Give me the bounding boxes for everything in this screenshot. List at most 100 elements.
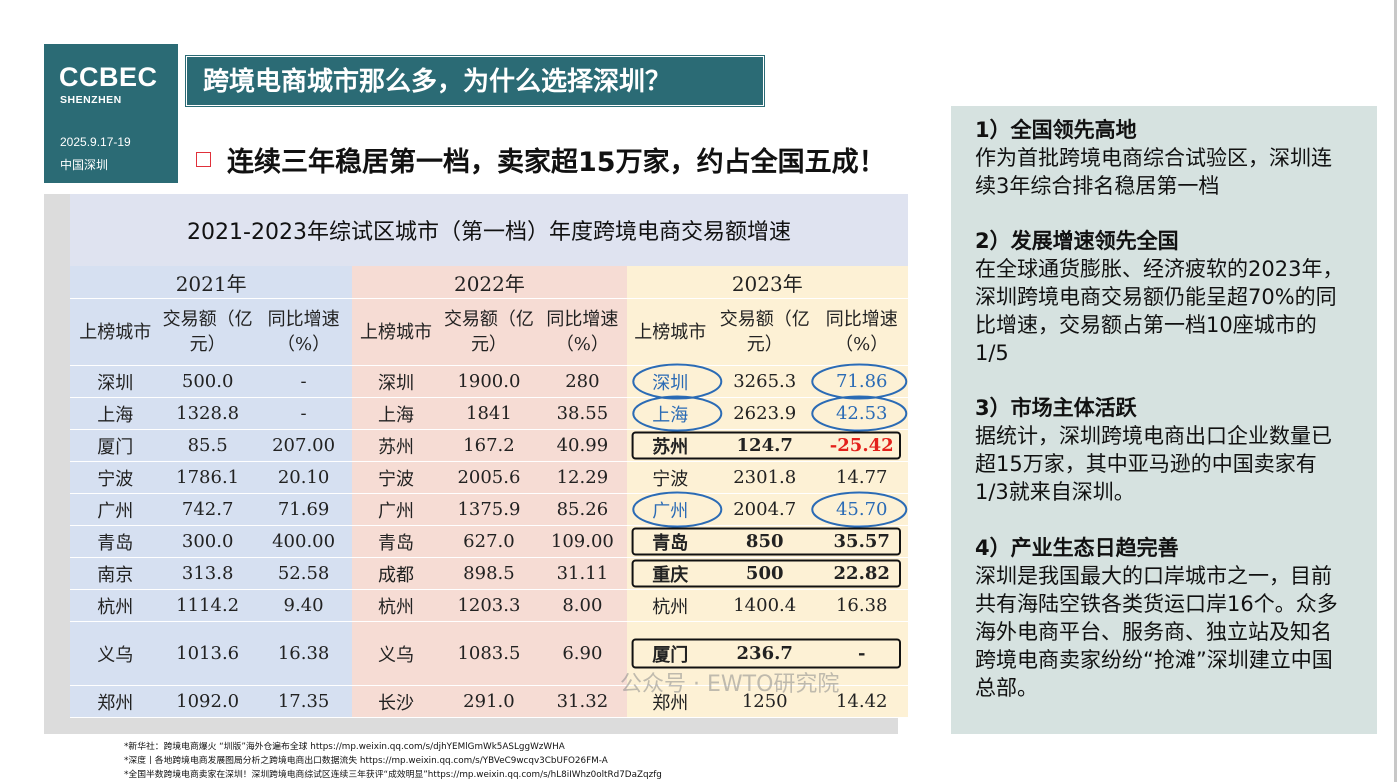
growth-2022-cell: 31.32 (538, 685, 627, 718)
growth-2023-cell: 45.70 (815, 493, 908, 526)
source-note: *全国半数跨境电商卖家在深圳！深圳跨境电商综试区连续三年获评“成效明显”http… (124, 770, 662, 780)
growth-table: 2021-2023年综试区城市（第一档）年度跨境电商交易额增速 2021年 20… (70, 194, 908, 718)
growth-2023-cell: 22.82 (815, 557, 908, 590)
growth-2022-cell: 38.55 (538, 397, 627, 430)
growth-2023-cell: 42.53 (815, 397, 908, 430)
city-2023-cell: 广州 (626, 493, 714, 526)
growth-2022-cell: 280 (538, 365, 627, 398)
city-2021-cell: 郑州 (70, 685, 161, 718)
city-2021-cell: 青岛 (70, 525, 161, 558)
table-row: 宁波 1786.1 20.10 宁波 2005.6 12.29 宁波 2301.8 14.77 (70, 461, 908, 494)
city-2022-cell: 深圳 (352, 365, 440, 398)
city-2021-cell: 厦门 (70, 429, 161, 462)
header-amount: 交易额（亿元） (713, 298, 816, 366)
amount-2022-cell: 1083.5 (439, 621, 539, 686)
reasons-panel: 1）全国领先高地 作为首批跨境电商综合试验区，深圳连续3年综合排名稳居第一档 2… (951, 106, 1377, 734)
growth-2021-cell: 71.69 (254, 493, 353, 526)
amount-2023-cell: 500 (713, 557, 816, 590)
amount-2022-cell: 1841 (439, 397, 539, 430)
amount-2021-cell: 1092.0 (160, 685, 255, 718)
reason-body: 深圳是我国最大的口岸城市之一，目前共有海陆空铁各类货运口岸16个。众多海外电商平… (975, 564, 1338, 700)
header-growth: 同比增速（%） (538, 298, 627, 366)
growth-2023-cell: 71.86 (815, 365, 908, 398)
amount-2023-cell: 3265.3 (713, 365, 816, 398)
header-city: 上榜城市 (70, 298, 161, 366)
slide-edge (1394, 0, 1397, 782)
amount-2023-cell: 1250 (713, 685, 816, 718)
city-2023-cell: 苏州 (626, 429, 714, 462)
amount-2022-cell: 627.0 (439, 525, 539, 558)
table-body: 深圳 500.0- 深圳 1900.0 280 深圳 3265.3 71.86 上海 1328.8… (70, 365, 908, 718)
amount-2021-cell: 742.7 (160, 493, 255, 526)
amount-2022-cell: 2005.6 (439, 461, 539, 494)
year-row: 2021年 2022年 2023年 (70, 266, 908, 299)
growth-2021-cell: 400.00 (254, 525, 353, 558)
table-row: 郑州 1092.0 17.35 长沙 291.0 31.32 郑州 1250 14.42 (70, 685, 908, 718)
amount-2022-cell: 1375.9 (439, 493, 539, 526)
city-2023-cell: 杭州 (626, 589, 714, 622)
amount-2022-cell: 898.5 (439, 557, 539, 590)
source-note: *新华社：跨境电商爆火 “圳版”海外仓遍布全球 https://mp.weixi… (124, 742, 565, 752)
growth-2022-cell: 12.29 (538, 461, 627, 494)
growth-2022-cell: 6.90 (538, 621, 627, 686)
growth-2023-cell: 14.77 (815, 461, 908, 494)
reason-heading: 1）全国领先高地 (975, 118, 1137, 142)
amount-2023-cell: 2301.8 (713, 461, 816, 494)
city-2022-cell: 上海 (352, 397, 440, 430)
growth-2022-cell: 40.99 (538, 429, 627, 462)
table-title-row: 2021-2023年综试区城市（第一档）年度跨境电商交易额增速 (70, 194, 908, 266)
growth-2021-cell: 9.40 (254, 589, 353, 622)
header-city: 上榜城市 (626, 298, 714, 366)
source-note: *深度丨各地跨境电商发展图局分析之跨境电商出口数据流失 https://mp.w… (124, 756, 608, 766)
amount-2021-cell: 1114.2 (160, 589, 255, 622)
city-2022-cell: 长沙 (352, 685, 440, 718)
growth-2021-cell: 16.38 (254, 621, 353, 686)
source-notes: *新华社：跨境电商爆火 “圳版”海外仓遍布全球 https://mp.weixi… (124, 740, 662, 782)
headline: 连续三年稳居第一档，卖家超15万家，约占全国五成！ (196, 140, 886, 179)
city-2023-cell: 上海 (626, 397, 714, 430)
amount-2023-cell: 2004.7 (713, 493, 816, 526)
watermark: 公众号 · EWTO研究院 (620, 672, 840, 697)
city-2023-cell: 重庆 (626, 557, 714, 590)
table-row: 杭州 1114.2 9.40 杭州 1203.3 8.00 杭州 1400.4 16.38 (70, 589, 908, 622)
growth-2021-cell: 17.35 (254, 685, 353, 718)
amount-2021-cell: 313.8 (160, 557, 255, 590)
growth-2022-cell: 85.26 (538, 493, 627, 526)
city-2021-cell: 宁波 (70, 461, 161, 494)
city-2021-cell: 广州 (70, 493, 161, 526)
city-2023-cell: 深圳 (626, 365, 714, 398)
growth-2021-cell: 207.00 (254, 429, 353, 462)
city-2023-cell: 宁波 (626, 461, 714, 494)
table-row: 厦门 85.5 207.00 苏州 167.2 40.99 苏州 124.7 -25.42 (70, 429, 908, 462)
growth-2023-cell: 35.57 (815, 525, 908, 558)
growth-2021-cell: - (254, 397, 353, 430)
growth-2021-cell: - (254, 365, 353, 398)
table-row: 广州 742.7 71.69 广州 1375.9 85.26 广州 2004.7 45.70 (70, 493, 908, 526)
header-amount: 交易额（亿元） (439, 298, 539, 366)
header-amount: 交易额（亿元） (160, 298, 255, 366)
growth-2022-cell: 109.00 (538, 525, 627, 558)
amount-2023-cell: 2623.9 (713, 397, 816, 430)
city-2022-cell: 苏州 (352, 429, 440, 462)
growth-2022-cell: 8.00 (538, 589, 627, 622)
city-2022-cell: 杭州 (352, 589, 440, 622)
amount-2021-cell: 300.0 (160, 525, 255, 558)
headline-text: 连续三年稳居第一档，卖家超15万家，约占全国五成！ (227, 147, 886, 178)
event-date: 2025.9.17-19 (60, 135, 131, 149)
reason-heading: 2）发展增速领先全国 (975, 229, 1179, 253)
header-city: 上榜城市 (352, 298, 440, 366)
city-2022-cell: 青岛 (352, 525, 440, 558)
reason-body: 据统计，深圳跨境电商出口企业数量已超15万家，其中亚马逊的中国卖家有1/3就来自… (975, 424, 1332, 504)
ccbec-logo-block: CCBEC SHENZHEN 2025.9.17-19 中国深圳 (44, 44, 178, 183)
city-2023-cell: 青岛 (626, 525, 714, 558)
logo-brand: CCBEC (59, 62, 158, 92)
reason-block: 1）全国领先高地 作为首批跨境电商综合试验区，深圳连续3年综合排名稳居第一档 (975, 116, 1345, 200)
amount-2022-cell: 167.2 (439, 429, 539, 462)
amount-2021-cell: 1786.1 (160, 461, 255, 494)
reason-block: 2）发展增速领先全国 在全球通货膨胀、经济疲软的2023年，深圳跨境电商交易额仍… (975, 227, 1345, 367)
reason-body: 作为首批跨境电商综合试验区，深圳连续3年综合排名稳居第一档 (975, 146, 1332, 198)
square-bullet-icon (196, 152, 211, 167)
growth-2023-cell: 14.42 (815, 685, 908, 718)
header-growth: 同比增速（%） (815, 298, 908, 366)
year-2022: 2022年 (352, 266, 627, 299)
